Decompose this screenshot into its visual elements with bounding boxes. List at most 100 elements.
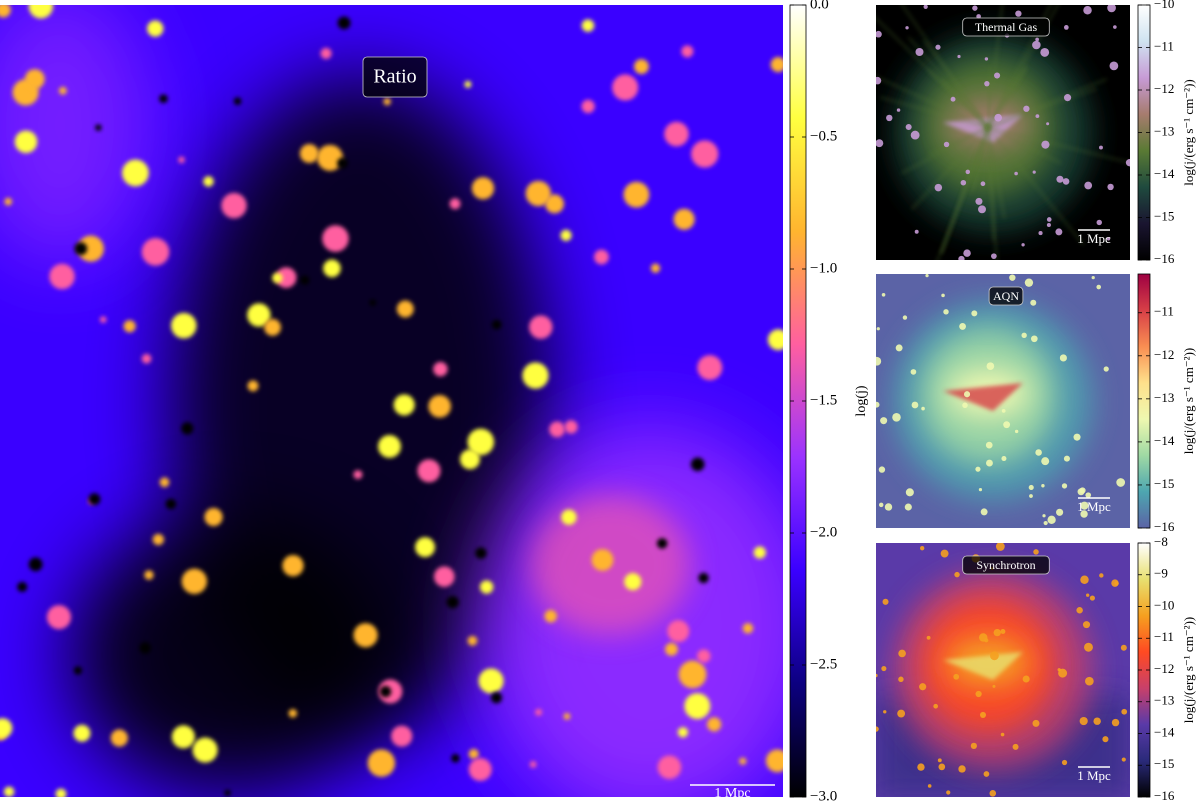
blob	[994, 113, 1002, 122]
blob	[449, 198, 461, 210]
panel-title: Thermal Gas	[975, 20, 1038, 34]
colorbar-tick-label: −15	[1154, 756, 1174, 771]
blob	[1107, 183, 1114, 191]
blob	[657, 755, 682, 780]
blob	[1023, 105, 1030, 112]
map-image	[876, 5, 1130, 260]
blob	[979, 711, 987, 718]
blob	[247, 303, 271, 327]
blob	[1125, 159, 1130, 167]
map-image	[0, 5, 783, 797]
void	[379, 685, 392, 698]
blob	[1032, 170, 1036, 174]
blob	[1080, 501, 1089, 510]
void	[233, 97, 242, 106]
blob	[545, 194, 565, 214]
blob	[934, 183, 943, 192]
panel: Ratio 1 Mpc 0.0 −0.5 −1.0 −1.5 −2.0 −2.5 −3.0 log…	[0, 0, 869, 804]
blob	[876, 356, 882, 366]
void	[490, 692, 502, 704]
blob	[770, 57, 783, 73]
blob	[902, 315, 908, 320]
blob	[535, 708, 543, 716]
blob	[884, 503, 893, 511]
blob	[73, 724, 91, 742]
colorbar-tick-label: −11	[1154, 629, 1174, 644]
blob	[650, 263, 661, 273]
blob	[1061, 759, 1068, 766]
blob	[1029, 494, 1033, 498]
void	[475, 547, 487, 559]
blob	[1111, 718, 1120, 727]
blob	[1061, 483, 1068, 489]
colorbar-tick-label: −14	[1154, 433, 1175, 448]
blob	[623, 181, 650, 208]
title-box	[962, 555, 1050, 575]
blob	[141, 238, 170, 266]
blob	[946, 790, 951, 795]
blob	[378, 434, 401, 458]
colorbar-tick-label: −14	[1154, 166, 1175, 181]
blob	[943, 141, 950, 148]
colorbar-tick-label: −10	[1154, 0, 1174, 11]
blob	[742, 623, 754, 634]
blob	[1080, 510, 1088, 518]
colorbar-label: log(j)	[854, 385, 869, 416]
panel-title: Ratio	[373, 66, 416, 88]
blob	[46, 605, 72, 630]
blob	[1103, 366, 1109, 372]
blob	[1057, 668, 1061, 672]
void	[181, 422, 194, 435]
blob	[1035, 449, 1042, 456]
blob	[664, 642, 678, 656]
blob	[3, 786, 15, 797]
blob	[1062, 178, 1070, 185]
blob	[923, 5, 928, 9]
blob	[960, 179, 967, 186]
colorbar-tick-label: −10	[1154, 597, 1174, 612]
blob	[522, 362, 549, 389]
blob	[667, 620, 690, 643]
blob	[897, 709, 906, 718]
blob	[288, 708, 298, 718]
blob	[417, 459, 441, 483]
blob	[1015, 10, 1022, 17]
blob	[976, 14, 981, 19]
blob	[544, 609, 557, 623]
blob	[624, 573, 642, 591]
colorbar-tick-label: −12	[1154, 347, 1174, 362]
blob	[994, 72, 1001, 79]
blob	[876, 673, 878, 678]
blob	[14, 130, 38, 154]
blob	[1041, 457, 1050, 466]
blob	[1047, 515, 1056, 524]
blob	[581, 19, 595, 32]
colorbar-tick-label: −1.5	[810, 392, 837, 408]
blob	[171, 725, 195, 749]
filament	[987, 5, 1004, 128]
blob	[697, 649, 711, 663]
blob	[984, 81, 990, 87]
blob	[353, 470, 363, 480]
blob	[963, 391, 971, 398]
blob	[941, 293, 945, 298]
blob	[192, 737, 218, 763]
blob	[591, 549, 614, 571]
blob	[905, 26, 909, 30]
blob	[691, 140, 719, 168]
panel-title: AQN	[993, 289, 1019, 303]
colorbar-tick-label: −16	[1154, 251, 1175, 266]
blob	[898, 676, 904, 683]
blob	[49, 263, 75, 290]
filament	[939, 127, 989, 255]
filament	[987, 5, 1059, 128]
blob	[367, 749, 396, 777]
void	[88, 493, 101, 506]
blob	[1000, 732, 1005, 737]
blob	[904, 503, 912, 511]
colorbar-tick-label: −12	[1154, 81, 1174, 96]
blob	[1038, 231, 1043, 236]
blob	[1063, 94, 1072, 102]
blob	[935, 44, 941, 50]
